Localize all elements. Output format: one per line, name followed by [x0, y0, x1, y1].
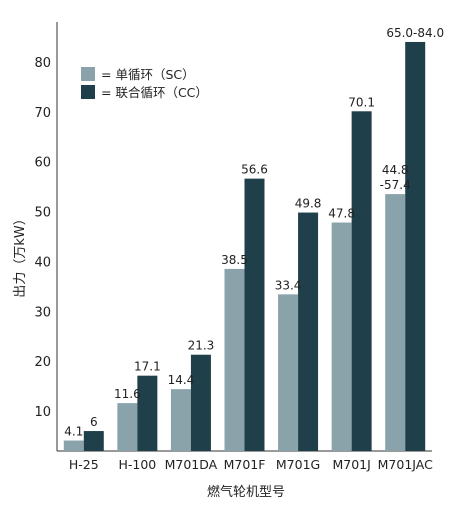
- bar-sc: [224, 268, 245, 451]
- bar-cc: [190, 354, 211, 451]
- legend-label: = 联合循环（CC）: [101, 85, 208, 100]
- data-label: 70.1: [348, 95, 375, 109]
- x-tick-label: M701DA: [165, 457, 218, 472]
- data-label: 56.6: [241, 163, 268, 177]
- y-tick-labels: 10 20 30 40 50 60 70 80: [34, 56, 51, 420]
- data-label: 47.8: [328, 207, 355, 221]
- y-tick-label: 10: [34, 405, 51, 420]
- y-axis-title: 出力（万kW）: [13, 212, 28, 297]
- data-label: 6: [90, 415, 98, 429]
- data-label: 11.6: [114, 387, 141, 401]
- x-tick-label: M701JAC: [378, 457, 433, 472]
- legend-label: = 单循环（SC）: [101, 67, 195, 82]
- y-tick-label: 70: [34, 106, 51, 121]
- data-labels: 4.1 6 11.6 17.1 14.4 21.3 38.5 56.6 33.4 49.8 47.8…: [64, 26, 444, 439]
- bar-sc: [117, 403, 138, 451]
- x-tick-label: M701J: [332, 457, 370, 472]
- legend: = 单循环（SC） = 联合循环（CC）: [81, 67, 208, 100]
- x-tick-labels: H-25 H-100 M701DA M701F M701G M701J M701JAC: [69, 457, 433, 472]
- y-tick-label: 20: [34, 355, 51, 370]
- bar-cc: [405, 41, 426, 451]
- y-tick-label: 50: [34, 206, 51, 221]
- data-label: 21.3: [188, 339, 215, 353]
- data-label: 44.8: [382, 163, 409, 177]
- bar-cc: [298, 212, 319, 451]
- data-label: 4.1: [64, 425, 83, 439]
- x-axis-title: 燃气轮机型号: [207, 484, 285, 500]
- x-tick-label: H-25: [69, 457, 99, 472]
- bar-sc: [385, 194, 406, 452]
- legend-swatch: [81, 67, 95, 81]
- data-label: 38.5: [221, 253, 248, 267]
- legend-swatch: [81, 85, 95, 99]
- bar-cc: [137, 375, 158, 451]
- bar-series: [63, 41, 426, 452]
- data-label: 49.8: [295, 197, 322, 211]
- bar-sc: [331, 222, 352, 451]
- data-label: 17.1: [134, 360, 161, 374]
- bar-cc: [244, 178, 265, 451]
- data-label: 65.0-84.0: [386, 26, 444, 40]
- bar-cc: [351, 111, 372, 451]
- data-label: 33.4: [275, 278, 302, 292]
- x-tick-label: M701F: [224, 457, 266, 472]
- data-label: 14.4: [168, 373, 195, 387]
- bar-sc: [170, 389, 191, 451]
- data-label: -57.4: [380, 178, 411, 192]
- x-tick-label: H-100: [118, 457, 156, 472]
- x-tick-label: M701G: [276, 457, 320, 472]
- bar-cc: [83, 431, 104, 451]
- y-tick-label: 60: [34, 156, 51, 171]
- y-tick-label: 40: [34, 255, 51, 270]
- y-tick-label: 30: [34, 305, 51, 320]
- bar-sc: [63, 440, 84, 451]
- y-tick-label: 80: [34, 56, 51, 71]
- bar-sc: [278, 294, 299, 451]
